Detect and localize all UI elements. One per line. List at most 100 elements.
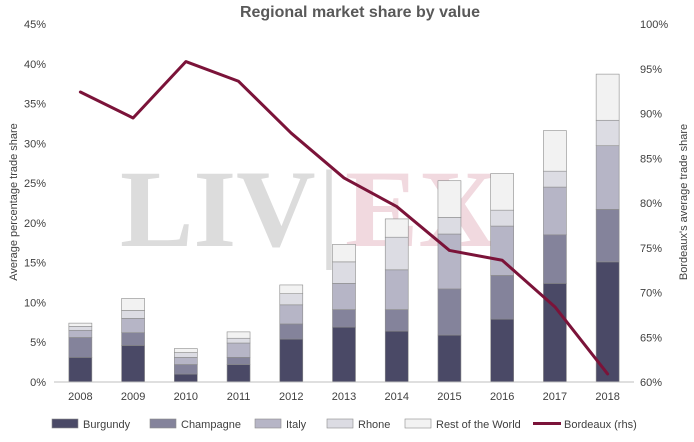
bar-champagne: [490, 275, 514, 320]
x-tick-label: 2017: [543, 391, 567, 403]
bar-rest-of-the-world: [437, 180, 462, 218]
y2-tick-label: 70%: [640, 288, 662, 300]
bar-italy: [121, 318, 145, 333]
y2-axis-title: Bordeaux's average trade share: [678, 124, 690, 280]
y-tick-label: 35%: [24, 99, 46, 111]
x-tick-label: 2011: [227, 391, 251, 403]
bars: [68, 73, 620, 383]
legend-label: Champagne: [181, 419, 241, 431]
bar-rest-of-the-world: [226, 331, 251, 339]
y2-tick-label: 90%: [640, 109, 662, 121]
bar-rhone: [384, 236, 409, 271]
bar-burgundy: [226, 364, 251, 383]
y-tick-label: 10%: [24, 297, 46, 309]
watermark: LIV | EX: [120, 148, 498, 270]
bar-italy: [226, 342, 251, 358]
y2-tick-label: 100%: [640, 19, 668, 31]
bar-italy: [595, 145, 620, 210]
bar-rhone: [595, 119, 620, 147]
legend-swatch: [254, 418, 282, 429]
bar-rest-of-the-world: [174, 348, 198, 353]
legend-label: Burgundy: [83, 419, 131, 431]
bar-burgundy: [437, 334, 462, 383]
bar-rest-of-the-world: [332, 244, 356, 263]
y-tick-label: 40%: [24, 59, 46, 71]
bar-champagne: [332, 309, 356, 328]
legend-swatch: [326, 418, 354, 429]
bar-champagne: [279, 323, 304, 340]
y-tick-label: 30%: [24, 138, 46, 150]
legend-label: Bordeaux (rhs): [564, 419, 637, 431]
x-tick-label: 2013: [332, 391, 356, 403]
y2-tick-label: 65%: [640, 332, 662, 344]
x-tick-label: 2014: [384, 391, 408, 403]
legend-label: Rhone: [358, 419, 390, 431]
bar-italy: [384, 269, 409, 310]
legend-swatch: [149, 418, 177, 429]
bar-rest-of-the-world: [121, 298, 145, 311]
bar-rest-of-the-world: [68, 322, 93, 327]
y-tick-label: 5%: [30, 337, 46, 349]
bar-burgundy: [490, 318, 514, 383]
bar-burgundy: [68, 357, 93, 383]
x-tick-label: 2012: [279, 391, 303, 403]
chart-title: Regional market share by value: [240, 4, 480, 21]
bar-champagne: [384, 309, 409, 332]
bar-rhone: [543, 170, 567, 188]
bar-rhone: [121, 310, 145, 319]
bar-burgundy: [121, 345, 145, 383]
y-tick-label: 15%: [24, 258, 46, 270]
y2-tick-label: 75%: [640, 243, 662, 255]
bar-rhone: [226, 337, 251, 344]
bar-italy: [332, 283, 356, 310]
y2-tick-label: 85%: [640, 153, 662, 165]
bar-rhone: [332, 261, 356, 284]
bordeaux-line-group: [78, 60, 610, 376]
x-tick-label: 2016: [490, 391, 514, 403]
y2-tick-label: 80%: [640, 198, 662, 210]
bar-italy: [279, 304, 304, 325]
y-tick-label: 25%: [24, 178, 46, 190]
bar-rest-of-the-world: [279, 284, 304, 294]
bar-champagne: [595, 209, 620, 263]
bar-rhone: [279, 293, 304, 306]
bar-champagne: [437, 288, 462, 336]
y-tick-label: 45%: [24, 19, 46, 31]
x-tick-label: 2018: [595, 391, 619, 403]
legend-label: Rest of the World: [436, 419, 521, 431]
watermark-left: LIV: [120, 148, 316, 270]
bar-italy: [543, 186, 567, 236]
legend-label: Italy: [286, 419, 307, 431]
bar-champagne: [226, 357, 251, 365]
y2-tick-label: 95%: [640, 64, 662, 76]
legend: Burgundy Champagne Italy Rhone Rest of the W…: [51, 418, 637, 431]
bar-rest-of-the-world: [384, 218, 409, 238]
legend-swatch: [404, 418, 432, 429]
bar-burgundy: [384, 330, 409, 383]
bar-champagne: [121, 332, 145, 346]
bar-rest-of-the-world: [490, 173, 514, 211]
y-axis-ticks: 0% 5% 10% 15% 20% 25% 30% 35% 40% 45%: [24, 19, 46, 389]
bar-rhone: [437, 217, 462, 235]
bar-italy: [68, 329, 93, 338]
bar-rest-of-the-world: [595, 73, 620, 121]
x-tick-label: 2009: [121, 391, 145, 403]
bar-rhone: [174, 352, 198, 358]
bar-champagne: [174, 364, 198, 375]
watermark-right: EX: [345, 148, 498, 270]
bar-burgundy: [279, 338, 304, 383]
x-axis-ticks: 2008 2009 2010 2011 2012 2013 2014 2015 2016 2017…: [68, 391, 620, 403]
bar-champagne: [68, 337, 93, 358]
y-tick-label: 20%: [24, 218, 46, 230]
bar-burgundy: [174, 373, 198, 383]
bar-rhone: [68, 326, 93, 331]
bar-rest-of-the-world: [543, 130, 567, 172]
bar-burgundy: [332, 326, 356, 383]
x-tick-label: 2008: [68, 391, 92, 403]
x-tick-label: 2010: [174, 391, 198, 403]
watermark-separator: |: [318, 148, 340, 270]
y-tick-label: 0%: [30, 377, 46, 389]
y-axis-title: Average percentage trade share: [8, 123, 20, 281]
x-tick-label: 2015: [437, 391, 461, 403]
